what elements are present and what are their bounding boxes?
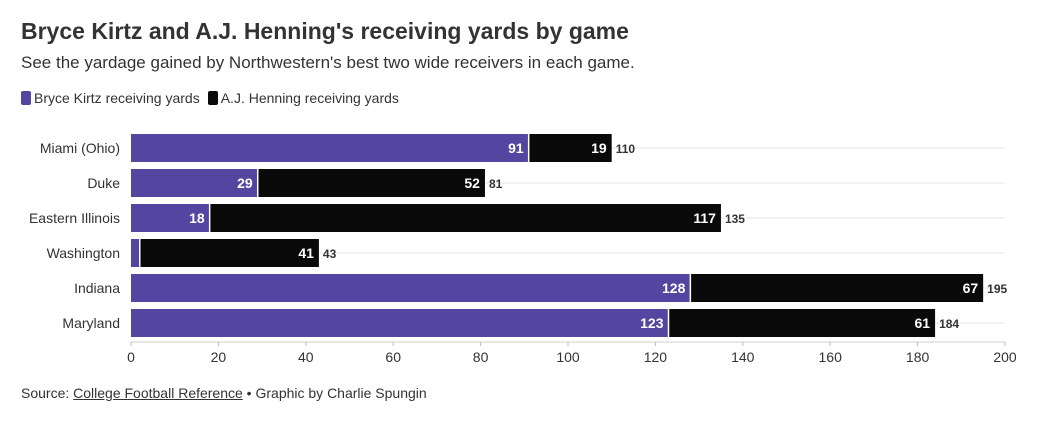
category-label: Washington [47, 245, 120, 261]
category-label: Indiana [74, 280, 120, 296]
bar-segment [131, 239, 140, 267]
bar-segment [131, 309, 669, 337]
bar-segment [131, 204, 210, 232]
graphic-credit: • Graphic by Charlie Spungin [242, 385, 427, 401]
chart-legend: Bryce Kirtz receiving yards A.J. Henning… [21, 90, 407, 106]
bar-segment [209, 204, 721, 232]
bar-segment [257, 169, 485, 197]
bar-total-label: 43 [323, 247, 337, 261]
x-tick-label: 20 [211, 349, 227, 365]
category-label: Maryland [62, 315, 120, 331]
bar-segment [690, 274, 984, 302]
category-label: Miami (Ohio) [40, 140, 120, 156]
bar-segment [131, 274, 691, 302]
bar-segment [131, 134, 529, 162]
bar-total-label: 110 [616, 142, 636, 156]
bar-total-label: 81 [489, 177, 503, 191]
category-label: Eastern Illinois [29, 210, 120, 226]
x-tick-label: 80 [473, 349, 489, 365]
bar-value-label: 19 [591, 140, 607, 156]
bar-segment [139, 239, 319, 267]
legend-item-kirtz: Bryce Kirtz receiving yards [21, 90, 200, 106]
x-tick-label: 60 [385, 349, 401, 365]
bar-value-label: 67 [963, 280, 979, 296]
chart-subtitle: See the yardage gained by Northwestern's… [21, 53, 635, 72]
bar-value-label: 123 [640, 315, 664, 331]
chart-title: Bryce Kirtz and A.J. Henning's receiving… [21, 18, 629, 44]
stacked-bar-chart: 0 20 40 60 80 100 120 140 160 180 200 Miami (Ohio) 9… [29, 134, 1017, 365]
bar-total-label: 184 [939, 317, 959, 331]
bar-segment [131, 169, 258, 197]
x-tick-label: 140 [731, 349, 755, 365]
bar-segment [668, 309, 936, 337]
chart-footer: Source: College Football Reference • Gra… [21, 385, 427, 401]
legend-swatch-henning [207, 91, 218, 105]
legend-label-henning: A.J. Henning receiving yards [220, 90, 399, 106]
bar-total-label: 135 [725, 212, 745, 226]
x-tick-label: 120 [644, 349, 668, 365]
x-tick-label: 200 [993, 349, 1017, 365]
bar-value-label: 41 [298, 245, 314, 261]
bar-value-label: 91 [508, 140, 524, 156]
bar-value-label: 128 [662, 280, 686, 296]
bar-value-label: 29 [237, 175, 253, 191]
bar-value-label: 18 [189, 210, 205, 226]
legend-swatch-kirtz [21, 91, 31, 105]
x-tick-label: 40 [298, 349, 314, 365]
x-tick-label: 160 [819, 349, 843, 365]
bar-value-label: 52 [464, 175, 480, 191]
x-tick-label: 180 [906, 349, 930, 365]
legend-label-kirtz: Bryce Kirtz receiving yards [34, 90, 200, 106]
bar-value-label: 61 [915, 315, 931, 331]
legend-item-henning: A.J. Henning receiving yards [207, 90, 399, 106]
bar-total-label: 195 [987, 282, 1007, 296]
bar-value-label: 117 [693, 210, 716, 226]
source-prefix: Source: [21, 385, 74, 401]
x-tick-label: 100 [556, 349, 580, 365]
bar-segment [528, 134, 612, 162]
category-label: Duke [87, 175, 120, 191]
source-link[interactable]: College Football Reference [73, 385, 243, 401]
x-tick-label: 0 [127, 349, 135, 365]
